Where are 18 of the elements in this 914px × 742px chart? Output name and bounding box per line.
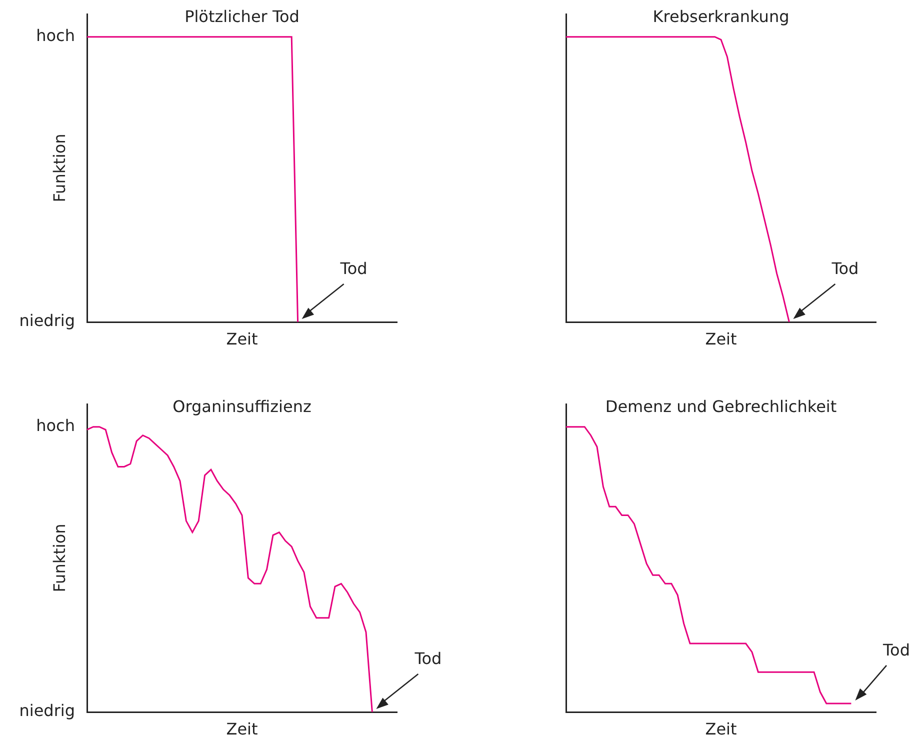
annotation: Tod <box>339 259 368 278</box>
y-axis-title: Funktion <box>50 134 70 202</box>
y-axis-title: Funktion <box>50 524 70 592</box>
x-axis-title: Zeit <box>226 720 258 739</box>
text: niedrig <box>19 311 75 330</box>
x-axis-title: Zeit <box>705 720 737 739</box>
x-axis-title: Zeit <box>226 330 258 349</box>
text: Tod <box>882 640 910 660</box>
chart-title: Krebserkrankung <box>652 7 790 26</box>
chart-title: Plötzlicher Tod <box>184 7 300 26</box>
chart-title: Demenz und Gebrechlichkeit <box>605 397 837 416</box>
text: hoch <box>36 26 75 45</box>
annotation: Tod <box>830 259 859 278</box>
x-axis-title: Zeit <box>705 330 737 349</box>
chart-title: Organinsuffizienz <box>172 397 312 416</box>
text: niedrig <box>19 701 75 720</box>
text: hoch <box>36 416 75 435</box>
text: Tod <box>414 649 442 668</box>
